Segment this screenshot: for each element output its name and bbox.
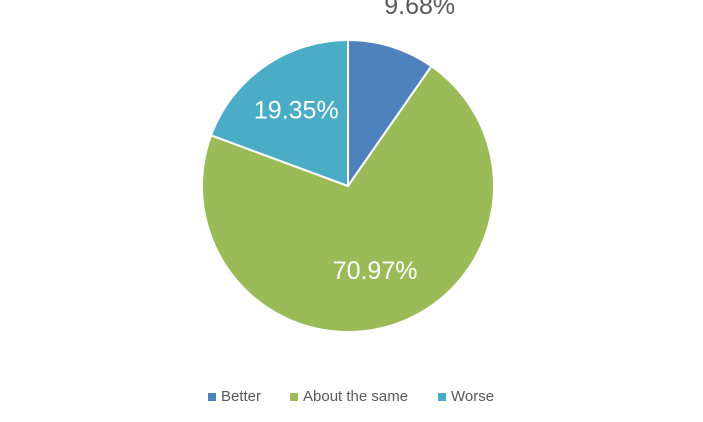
- data-label: 19.35%: [254, 96, 339, 124]
- data-label: 9.68%: [384, 0, 455, 20]
- legend-label: Worse: [451, 388, 494, 405]
- legend-marker: [438, 393, 446, 401]
- pie-slice: [209, 38, 349, 188]
- legend-label: About the same: [303, 388, 408, 405]
- pie-slice: [347, 38, 433, 190]
- legend-marker: [208, 393, 216, 401]
- legend-label: Better: [221, 388, 261, 405]
- data-label: 70.97%: [333, 257, 418, 285]
- pie-slice: [201, 64, 495, 333]
- legend-marker: [290, 393, 298, 401]
